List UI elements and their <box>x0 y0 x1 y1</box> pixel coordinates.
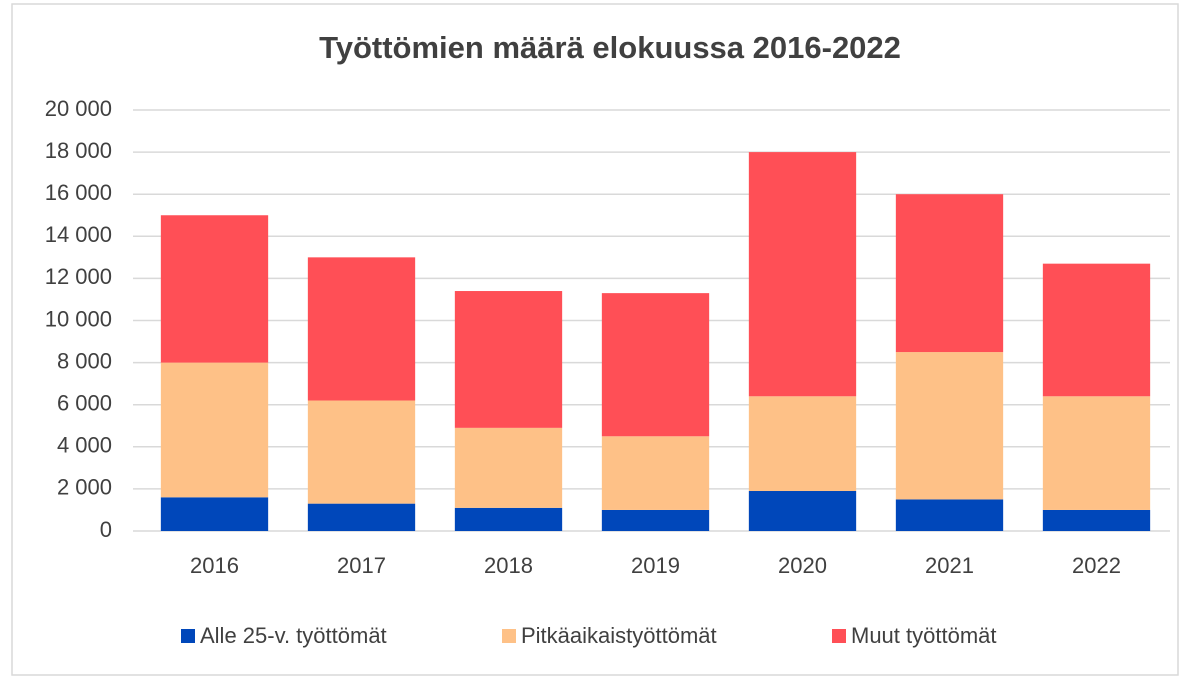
chart-frame <box>11 3 1179 676</box>
legend-swatch <box>181 629 195 643</box>
bar-segment <box>748 396 857 492</box>
legend-label: Alle 25-v. työttömät <box>200 623 387 648</box>
x-tick-label: 2022 <box>1072 553 1121 578</box>
bar-segment <box>1042 396 1151 510</box>
bar-segment <box>160 215 269 363</box>
legend-label: Muut työttömät <box>851 623 997 648</box>
y-tick-label: 12 000 <box>45 264 112 289</box>
bar-segment <box>454 427 563 508</box>
chart-title: Työttömien määrä elokuussa 2016-2022 <box>319 30 901 65</box>
bar-segment <box>895 352 1004 500</box>
bar-segment <box>307 257 416 401</box>
y-tick-label: 18 000 <box>45 138 112 163</box>
bar-segment <box>601 509 710 531</box>
x-tick-label: 2019 <box>631 553 680 578</box>
bar-segment <box>454 291 563 428</box>
x-tick-label: 2018 <box>484 553 533 578</box>
bar-segment <box>160 497 269 531</box>
x-tick-label: 2016 <box>190 553 239 578</box>
bar-segment <box>454 507 563 531</box>
y-tick-label: 16 000 <box>45 180 112 205</box>
legend-label: Pitkäaikaistyöttömät <box>521 623 717 648</box>
bar-segment <box>1042 263 1151 397</box>
x-tick-label: 2020 <box>778 553 827 578</box>
legend-swatch <box>832 629 846 643</box>
bar-segment <box>601 293 710 437</box>
y-tick-label: 6 000 <box>57 391 112 416</box>
x-tick-label: 2017 <box>337 553 386 578</box>
bar-segment <box>307 400 416 504</box>
y-tick-label: 20 000 <box>45 96 112 121</box>
bar-segment <box>1042 509 1151 531</box>
y-tick-label: 4 000 <box>57 433 112 458</box>
bar-segment <box>748 152 857 397</box>
x-tick-label: 2021 <box>925 553 974 578</box>
bar-segment <box>160 362 269 498</box>
legend-swatch <box>502 629 516 643</box>
bar-segment <box>895 499 1004 531</box>
bar-segment <box>307 503 416 531</box>
bar-segment <box>895 194 1004 353</box>
y-tick-label: 8 000 <box>57 348 112 373</box>
y-tick-label: 2 000 <box>57 475 112 500</box>
bar-segment <box>748 491 857 531</box>
y-tick-label: 10 000 <box>45 306 112 331</box>
y-tick-label: 14 000 <box>45 222 112 247</box>
bar-segment <box>601 436 710 510</box>
y-tick-label: 0 <box>100 517 112 542</box>
